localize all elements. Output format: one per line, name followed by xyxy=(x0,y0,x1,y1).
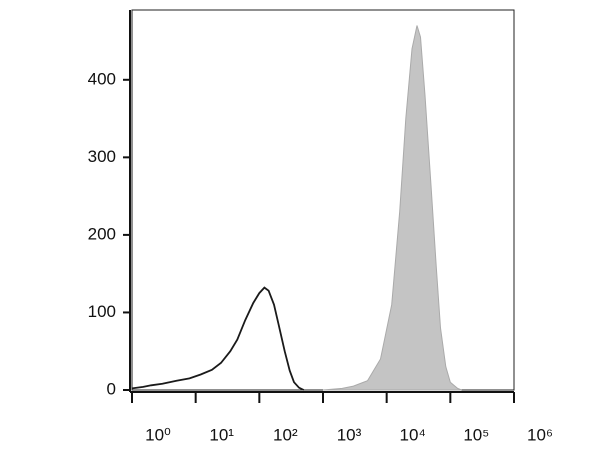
x-tick-label: 10² xyxy=(273,425,298,444)
x-tick-label: 10⁴ xyxy=(400,425,426,444)
y-tick-label: 400 xyxy=(88,69,116,88)
x-tick-label: 10⁶ xyxy=(527,425,553,444)
x-tick-label: 10³ xyxy=(337,425,362,444)
histogram-area xyxy=(322,25,462,391)
y-tick-label: 100 xyxy=(88,302,116,321)
x-tick-label: 10¹ xyxy=(209,425,234,444)
y-tick-label: 300 xyxy=(88,147,116,166)
x-tick-label: 10⁵ xyxy=(463,425,489,444)
histogram-line xyxy=(131,286,305,391)
y-tick-label: 0 xyxy=(107,379,116,398)
y-tick-label: 200 xyxy=(88,224,116,243)
x-tick-label: 10⁰ xyxy=(145,425,171,444)
plot-frame xyxy=(131,9,515,391)
